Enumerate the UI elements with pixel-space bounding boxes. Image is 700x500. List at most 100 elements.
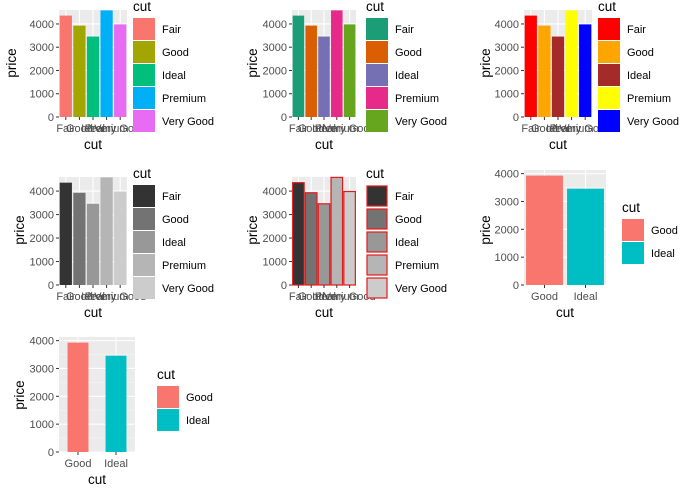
bar-fair — [59, 15, 72, 118]
y-axis-title: price — [478, 48, 493, 77]
x-axis-title: cut — [315, 305, 333, 320]
bar-premium — [100, 10, 113, 117]
legend-label: Very Good — [627, 116, 679, 128]
x-tick-label: Premium — [85, 291, 129, 303]
legend-key-premium — [366, 87, 388, 109]
bar-very-good — [579, 24, 592, 118]
y-tick-label: 4000 — [30, 19, 54, 31]
legend-key-fair — [366, 18, 388, 40]
legend-label: Fair — [395, 24, 414, 36]
legend-key-fair — [133, 18, 155, 40]
legend-key-good — [366, 41, 388, 63]
legend-label: Ideal — [162, 237, 186, 249]
legend-label: Good — [395, 214, 422, 226]
x-axis-title: cut — [84, 137, 102, 152]
bar-good — [538, 25, 551, 117]
y-tick-label: 3000 — [30, 42, 54, 54]
legend-label: Premium — [162, 260, 206, 272]
x-tick-label: Ideal — [546, 123, 570, 135]
y-tick-label: 1000 — [30, 257, 54, 269]
legend-key-very-good — [598, 110, 620, 132]
legend-title: cut — [598, 0, 616, 14]
x-tick-label: Ideal — [81, 123, 105, 135]
legend-label: Fair — [162, 191, 181, 203]
x-tick-label: Ideal — [104, 458, 128, 470]
legend: cut Fair Good Ideal Premium Very Good — [598, 0, 679, 132]
x-tick-label: Premium — [85, 123, 129, 135]
x-tick-label: Fair — [56, 291, 75, 303]
legend-label: Premium — [627, 93, 671, 105]
legend-key-good — [157, 386, 179, 408]
bar-very-good — [343, 24, 356, 118]
legend-label: Premium — [395, 260, 439, 272]
bar-ideal — [551, 36, 565, 117]
x-tick-label: Good — [531, 291, 558, 303]
legend-label: Fair — [627, 24, 646, 36]
y-tick-label: 0 — [513, 280, 519, 292]
legend-title: cut — [133, 166, 151, 181]
legend-label: Ideal — [186, 415, 210, 427]
legend-title: cut — [366, 166, 384, 181]
bar-good — [67, 342, 89, 452]
y-tick-label: 2000 — [30, 233, 54, 245]
legend-label: Good — [395, 47, 422, 59]
bar-ideal — [318, 36, 330, 117]
x-tick-label: Good — [531, 123, 558, 135]
bar-ideal — [317, 203, 331, 286]
legend-label: Good — [162, 47, 189, 59]
chart-panel-2: 01000200030004000FairGoodIdealPremiumVer… — [245, 0, 447, 152]
y-tick-label: 2000 — [495, 65, 519, 77]
bar-very-good — [114, 24, 127, 118]
y-tick-label: 4000 — [30, 186, 54, 198]
y-axis-title: price — [12, 215, 27, 244]
bar-good — [73, 192, 86, 285]
x-tick-label: Fair — [521, 123, 540, 135]
legend-key-very-good — [366, 277, 388, 299]
x-tick-label: Ideal — [81, 291, 105, 303]
y-axis-title: price — [12, 380, 27, 409]
y-tick-label: 3000 — [495, 196, 519, 208]
legend-label: Very Good — [162, 283, 214, 295]
chart-panel-4: 01000200030004000FairGoodIdealPremiumVer… — [12, 166, 214, 320]
y-tick-label: 3000 — [30, 210, 54, 222]
legend-key-very-good — [133, 110, 155, 132]
y-axis-title: price — [478, 215, 493, 244]
bar-ideal — [105, 355, 127, 452]
y-tick-label: 4000 — [495, 19, 519, 31]
legend-label: Very Good — [395, 283, 447, 295]
x-tick-label: Fair — [289, 291, 308, 303]
y-tick-label: 2000 — [30, 391, 54, 403]
legend-label: Ideal — [395, 237, 419, 249]
legend-key-premium — [133, 254, 155, 276]
legend-key-premium — [598, 87, 620, 109]
x-axis-title: cut — [84, 305, 102, 320]
y-tick-label: 3000 — [30, 363, 54, 375]
y-tick-label: 1000 — [263, 257, 287, 269]
chart-panel-5: 01000200030004000FairGoodIdealPremiumVer… — [245, 166, 447, 320]
bar-good — [526, 175, 563, 285]
legend-key-ideal — [366, 64, 388, 86]
legend-key-very-good — [366, 110, 388, 132]
y-tick-label: 4000 — [263, 186, 287, 198]
x-tick-label: Ideal — [312, 291, 336, 303]
legend-label: Ideal — [651, 248, 675, 260]
legend-title: cut — [133, 0, 151, 14]
y-tick-label: 3000 — [263, 210, 287, 222]
bar-fair — [292, 182, 305, 286]
legend-key-ideal — [157, 409, 179, 431]
legend-label: Good — [162, 214, 189, 226]
y-tick-label: 1000 — [495, 252, 519, 264]
legend-key-ideal — [598, 64, 620, 86]
legend: cut Fair Good Ideal Premium Very Good — [366, 166, 447, 299]
bar-ideal — [86, 36, 100, 117]
y-tick-label: 2000 — [263, 233, 287, 245]
bar-good — [73, 25, 86, 117]
x-axis-title: cut — [315, 137, 333, 152]
x-tick-label: Ideal — [574, 291, 598, 303]
bar-good — [304, 192, 318, 286]
legend-key-ideal — [366, 231, 388, 253]
legend-label: Good — [627, 47, 654, 59]
legend-key-fair — [366, 185, 388, 207]
legend-key-good — [622, 219, 644, 241]
